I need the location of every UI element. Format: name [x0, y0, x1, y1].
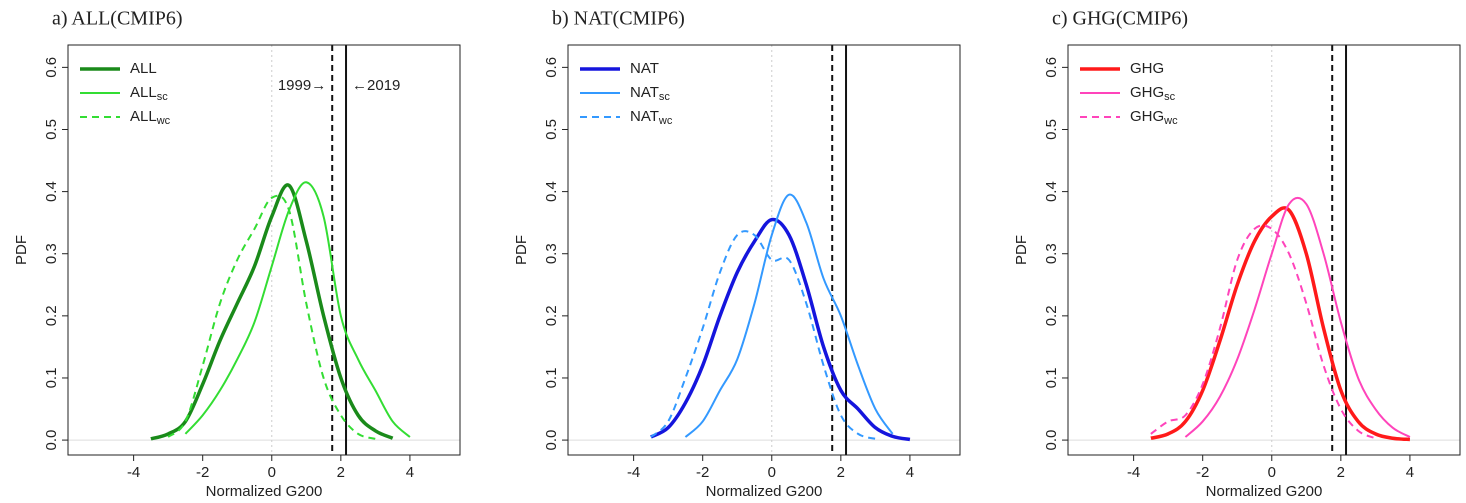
legend-label: ALLsc: [130, 84, 168, 103]
x-tick-label: 0: [268, 464, 276, 481]
y-axis-label: PDF: [1013, 235, 1030, 265]
pdf-curve: [684, 193, 894, 438]
x-tick-label: 0: [1268, 464, 1276, 481]
legend-name: GHG: [1130, 60, 1164, 77]
x-tick-label: -4: [1127, 464, 1140, 481]
plot-frame: [567, 44, 961, 456]
y-axis-label: PDF: [13, 235, 30, 265]
legend-name: NAT: [630, 84, 659, 101]
reference-label: 1999→: [278, 77, 326, 94]
legend-label: NATwc: [630, 108, 673, 127]
plot-frame: [67, 44, 461, 456]
x-axis-label: Normalized G200: [706, 483, 823, 500]
y-tick-label: 0.1: [543, 368, 560, 389]
y-tick-label: 0.3: [543, 243, 560, 264]
legend-subscript: sc: [659, 91, 671, 103]
y-tick-label: 0.5: [1043, 119, 1060, 140]
pdf-curve: [150, 183, 394, 441]
reference-label: ←2019: [352, 77, 400, 94]
y-tick-label: 0.5: [543, 119, 560, 140]
legend-name: NAT: [630, 108, 659, 125]
y-tick-label: 0.4: [543, 181, 560, 202]
y-tick-label: 0.1: [1043, 368, 1060, 389]
y-tick-label: 0.5: [43, 119, 60, 140]
legend-subscript: sc: [1164, 91, 1176, 103]
x-tick-label: -4: [627, 464, 640, 481]
y-tick-label: 0.4: [43, 181, 60, 202]
y-tick-label: 0.3: [1043, 243, 1060, 264]
pdf-curve: [167, 194, 376, 440]
x-tick-label: -2: [196, 464, 209, 481]
y-tick-label: 0.0: [1043, 430, 1060, 451]
x-tick-label: 2: [1337, 464, 1345, 481]
legend-label: NATsc: [630, 84, 670, 103]
panel-title: c) GHG(CMIP6): [1052, 8, 1188, 30]
pdf-curve: [184, 181, 411, 438]
x-tick-label: 4: [406, 464, 414, 481]
y-tick-label: 0.0: [543, 430, 560, 451]
legend-label: ALL: [130, 60, 157, 77]
pdf-curve: [650, 230, 876, 440]
legend-subscript: sc: [157, 91, 169, 103]
x-tick-label: -2: [696, 464, 709, 481]
panel-title: b) NAT(CMIP6): [552, 8, 685, 30]
x-tick-label: 0: [768, 464, 776, 481]
legend-name: NAT: [630, 60, 659, 77]
x-tick-label: -2: [1196, 464, 1209, 481]
pdf-curve: [1150, 206, 1411, 442]
legend-name: GHG: [1130, 108, 1164, 125]
legend-name: ALL: [130, 84, 157, 101]
legend-name: ALL: [130, 108, 157, 125]
legend-label: GHGsc: [1130, 84, 1176, 103]
pdf-curve: [1150, 224, 1376, 440]
y-tick-label: 0.6: [543, 57, 560, 78]
pdf-curve: [650, 217, 911, 442]
y-tick-label: 0.1: [43, 368, 60, 389]
plot-frame: [1067, 44, 1461, 456]
y-tick-label: 0.3: [43, 243, 60, 264]
legend-subscript: wc: [1163, 115, 1178, 127]
legend-label: ALLwc: [130, 108, 171, 127]
panel-title: a) ALL(CMIP6): [52, 8, 183, 30]
legend-subscript: wc: [156, 115, 171, 127]
y-tick-label: 0.2: [43, 305, 60, 326]
legend-label: NAT: [630, 60, 659, 77]
y-tick-label: 0.4: [1043, 181, 1060, 202]
pdf-curve: [1184, 196, 1411, 438]
legend-subscript: wc: [658, 115, 673, 127]
x-axis-label: Normalized G200: [206, 483, 323, 500]
y-axis-label: PDF: [513, 235, 530, 265]
y-tick-label: 0.2: [543, 305, 560, 326]
y-tick-label: 0.2: [1043, 305, 1060, 326]
x-tick-label: 2: [837, 464, 845, 481]
x-tick-label: 2: [337, 464, 345, 481]
x-tick-label: 4: [1406, 464, 1414, 481]
legend-name: ALL: [130, 60, 157, 77]
legend-label: GHG: [1130, 60, 1164, 77]
y-tick-label: 0.0: [43, 430, 60, 451]
y-tick-label: 0.6: [1043, 57, 1060, 78]
legend-label: GHGwc: [1130, 108, 1178, 127]
x-axis-label: Normalized G200: [1206, 483, 1323, 500]
x-tick-label: -4: [127, 464, 140, 481]
x-tick-label: 4: [906, 464, 914, 481]
legend-name: GHG: [1130, 84, 1164, 101]
y-tick-label: 0.6: [43, 57, 60, 78]
